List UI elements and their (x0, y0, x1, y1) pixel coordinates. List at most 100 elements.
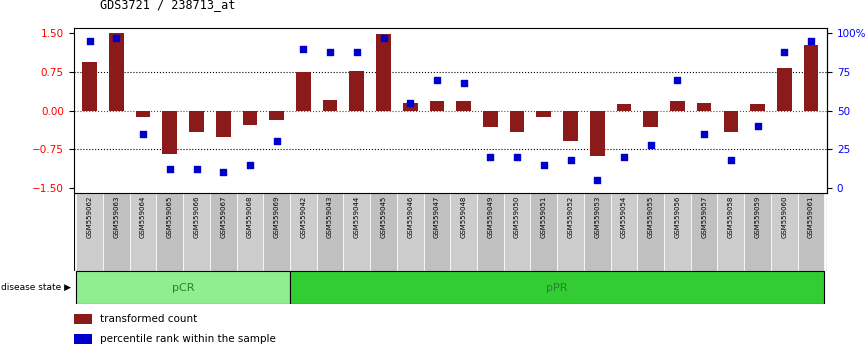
Point (136, 131, 150, 137)
Text: pCR: pCR (171, 282, 194, 293)
Bar (691, 193, 718, 271)
Text: GSM559067: GSM559067 (220, 195, 226, 238)
Bar (130, 193, 157, 271)
Bar (798, 193, 824, 271)
Bar (350, 70, 365, 111)
Bar (82, 62, 97, 111)
Bar (109, 34, 124, 111)
Bar (74, 314, 93, 324)
Text: pPR: pPR (546, 282, 568, 293)
Text: disease state ▶: disease state ▶ (1, 283, 71, 292)
Point (430, 77, 444, 82)
Bar (74, 334, 93, 344)
Point (163, 166, 177, 172)
Bar (296, 72, 311, 111)
Bar (430, 101, 444, 111)
Bar (617, 104, 631, 111)
Text: GSM559066: GSM559066 (193, 195, 199, 238)
Text: GSM559062: GSM559062 (87, 195, 93, 238)
Bar (723, 111, 738, 132)
Point (350, 49, 364, 55)
Bar (323, 100, 338, 111)
Bar (163, 111, 178, 154)
Bar (456, 101, 471, 111)
Bar (76, 271, 290, 304)
Bar (290, 271, 824, 304)
Point (564, 157, 578, 163)
Bar (563, 111, 578, 142)
Point (617, 154, 631, 160)
Point (591, 177, 604, 183)
Point (216, 170, 230, 175)
Bar (477, 193, 504, 271)
Bar (376, 34, 391, 111)
Point (510, 154, 524, 160)
Bar (403, 103, 417, 111)
Text: GSM559065: GSM559065 (167, 195, 173, 238)
Bar (664, 193, 691, 271)
Bar (504, 193, 531, 271)
Point (778, 49, 792, 55)
Point (296, 46, 310, 52)
Text: GSM559052: GSM559052 (567, 195, 573, 238)
Point (83, 38, 97, 44)
Bar (216, 111, 230, 137)
Text: GSM559053: GSM559053 (594, 195, 600, 238)
Bar (317, 193, 344, 271)
Point (483, 154, 497, 160)
Bar (771, 193, 798, 271)
Text: GSM559060: GSM559060 (781, 195, 787, 238)
Text: GSM559049: GSM559049 (488, 195, 494, 238)
Point (190, 166, 204, 172)
Point (109, 35, 123, 41)
Point (537, 162, 551, 167)
Bar (584, 193, 611, 271)
Point (697, 131, 711, 137)
Bar (236, 193, 263, 271)
Bar (290, 193, 317, 271)
Text: transformed count: transformed count (100, 314, 197, 324)
Point (751, 123, 765, 129)
Text: GSM559043: GSM559043 (327, 195, 333, 238)
Point (456, 80, 470, 86)
Bar (536, 111, 551, 117)
Bar (670, 101, 685, 111)
Bar (136, 111, 151, 117)
Text: GSM559058: GSM559058 (727, 195, 734, 238)
Bar (210, 193, 236, 271)
Bar (697, 103, 712, 111)
Bar (450, 193, 477, 271)
Bar (189, 111, 204, 132)
Bar (718, 193, 744, 271)
Bar (157, 193, 183, 271)
Point (323, 49, 337, 55)
Text: GSM559056: GSM559056 (675, 195, 681, 238)
Text: GSM559064: GSM559064 (140, 195, 146, 238)
Bar (423, 193, 450, 271)
Point (643, 142, 657, 147)
Text: GSM559059: GSM559059 (754, 195, 760, 238)
Text: GSM559054: GSM559054 (621, 195, 627, 238)
Text: GSM559057: GSM559057 (701, 195, 708, 238)
Bar (750, 104, 765, 111)
Text: GSM559061: GSM559061 (808, 195, 814, 238)
Text: GSM559045: GSM559045 (380, 195, 386, 238)
Text: GSM559047: GSM559047 (434, 195, 440, 238)
Bar (183, 193, 210, 271)
Bar (344, 193, 370, 271)
Bar (242, 111, 257, 125)
Text: GSM559044: GSM559044 (354, 195, 359, 238)
Bar (643, 111, 658, 127)
Point (670, 77, 684, 82)
Text: GSM559050: GSM559050 (514, 195, 520, 238)
Bar (483, 111, 498, 127)
Bar (397, 193, 423, 271)
Bar (103, 193, 130, 271)
Point (404, 100, 417, 106)
Text: percentile rank within the sample: percentile rank within the sample (100, 334, 276, 344)
Bar (611, 193, 637, 271)
Point (724, 157, 738, 163)
Bar (263, 193, 290, 271)
Bar (804, 45, 818, 111)
Bar (531, 193, 557, 271)
